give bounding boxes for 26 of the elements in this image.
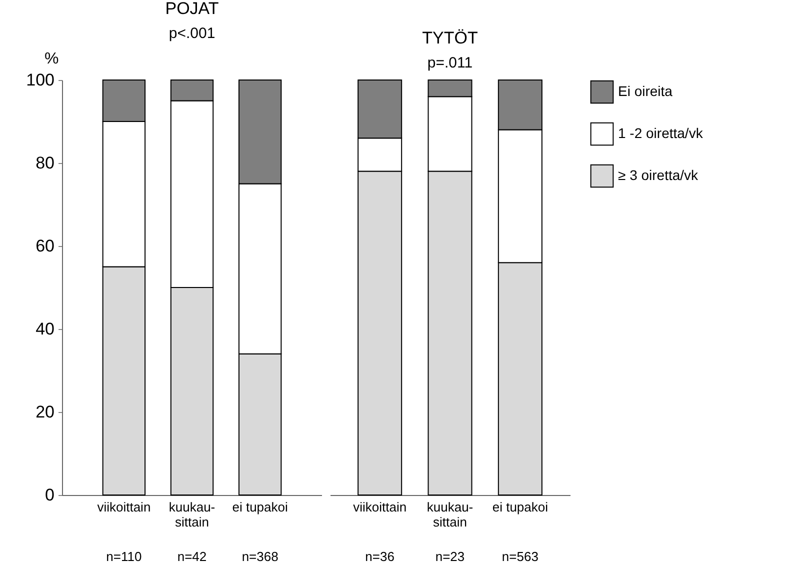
text: n=23 [435,549,465,564]
text: n=36 [365,549,394,564]
legend-label: 1 -2 oiretta/vk [618,125,704,141]
x-tick-label: kuukau- sittain [426,500,474,530]
x-tick-label: ei tupakoi [232,500,288,514]
y-axis-title: % [44,50,59,68]
y-tick-label: 20 [36,402,54,422]
y-tick-label: 100 [26,70,54,90]
text: n=563 [502,549,538,564]
x-tick-label: ei tupakoi [492,500,548,514]
y-tick-label: 60 [36,236,54,256]
chart-title: POJAT [165,0,219,18]
legend-label: Ei oireita [618,83,673,99]
chart-title: TYTÖT [422,28,478,48]
text: n=110 [106,549,142,564]
legend-label: ≥ 3 oiretta/vk [618,167,700,183]
text: p=.011 [427,54,473,72]
x-tick-label: kuukau- sittain [168,500,216,530]
text: p<.001 [168,25,216,42]
y-tick-label: 40 [36,320,54,338]
x-tick-label: viikoittain [353,500,407,514]
y-tick-label: 0 [45,486,54,504]
x-tick-label: viikoittain [97,500,151,514]
y-tick-label: 80 [36,154,54,172]
text: n=368 [242,549,278,564]
text: n=42 [177,549,207,564]
